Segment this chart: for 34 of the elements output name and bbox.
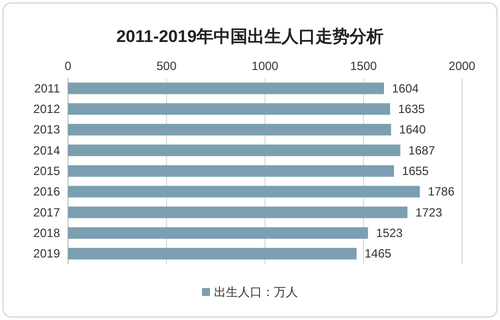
- legend-label: 出生人口：万人: [214, 285, 298, 299]
- y-tick-label: 2019: [33, 246, 60, 261]
- y-tick-label: 2011: [34, 81, 60, 96]
- x-tick-label: 500: [156, 59, 177, 73]
- y-tick-label: 2018: [33, 226, 60, 240]
- data-label: 1604: [392, 81, 420, 96]
- y-tick-label: 2013: [33, 122, 60, 137]
- bar: [68, 206, 408, 218]
- bar: [68, 82, 384, 94]
- y-tick-label: 2012: [33, 102, 60, 116]
- x-tick-label: 1500: [350, 59, 378, 73]
- data-label: 1523: [376, 226, 404, 240]
- chart-title: 2011-2019年中国出生人口走势分析: [116, 27, 384, 46]
- bar: [68, 124, 392, 136]
- data-label: 1687: [408, 143, 436, 158]
- data-label: 1635: [398, 102, 426, 116]
- y-tick-label: 2017: [33, 205, 60, 220]
- x-tick-label: 0: [64, 59, 72, 73]
- bar: [68, 227, 368, 239]
- bar: [68, 248, 357, 260]
- data-label: 1465: [364, 246, 392, 261]
- bar: [68, 144, 400, 156]
- y-tick-label: 2015: [33, 164, 60, 178]
- bar: [68, 165, 394, 177]
- x-tick-label: 2000: [448, 59, 476, 73]
- data-label: 1786: [428, 184, 455, 199]
- y-tick-label: 2016: [33, 184, 60, 199]
- x-tick-label: 1000: [252, 59, 279, 73]
- bar: [68, 186, 420, 198]
- data-label: 1655: [402, 164, 430, 178]
- data-label: 1723: [415, 205, 442, 220]
- data-label: 1640: [399, 122, 426, 137]
- y-tick-label: 2014: [33, 143, 60, 158]
- bar: [68, 103, 390, 115]
